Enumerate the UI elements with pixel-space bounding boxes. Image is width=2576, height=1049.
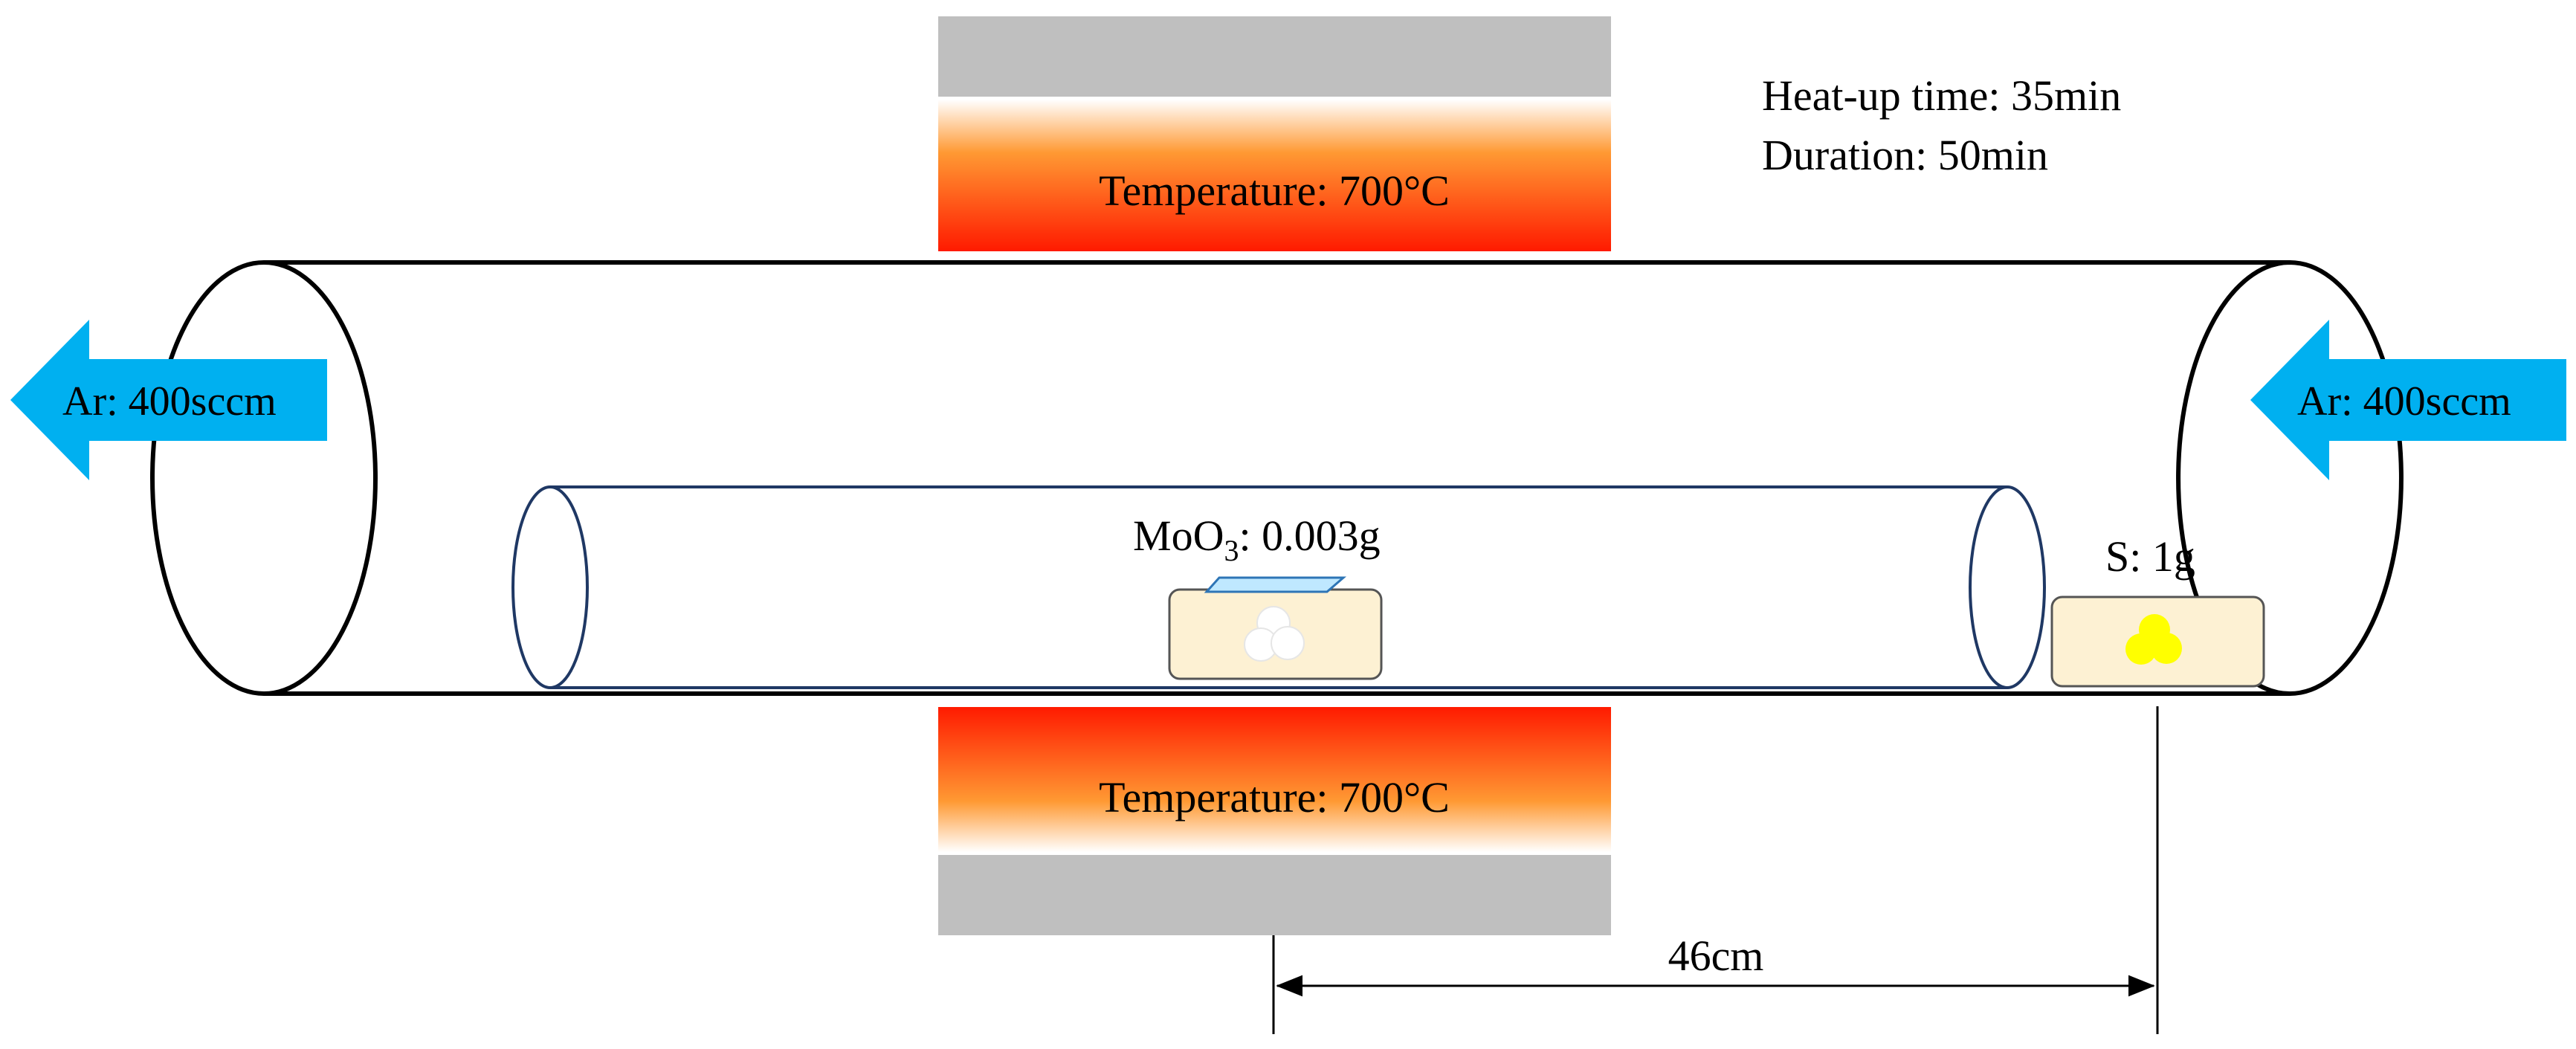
gas-outlet-arrow — [10, 320, 327, 480]
sulfur-boat — [2050, 595, 2265, 688]
outer-tube — [150, 259, 2404, 697]
distance-label: 46cm — [1668, 932, 1764, 980]
substrate — [1204, 576, 1347, 593]
sulfur-label: S: 1g — [2105, 532, 2195, 581]
furnace-bottom-label: Temperature: 700°C — [1099, 773, 1450, 822]
sulfur-powder-particle — [2125, 633, 2157, 665]
gas-inlet-label: Ar: 400sccm — [2297, 378, 2511, 425]
moo3-label: MoO3: 0.003g — [1133, 511, 1381, 567]
moo3-boat — [1168, 576, 1383, 680]
gas-outlet-label: Ar: 400sccm — [62, 378, 277, 425]
moo3-subscript: 3 — [1224, 534, 1239, 567]
heatup-time-text: Heat-up time: 35min — [1762, 71, 2121, 120]
gas-inlet-arrow — [2250, 320, 2566, 480]
inner-tube-left-end — [511, 485, 589, 689]
inner-tube — [511, 485, 2046, 689]
sulfur-powder-particle — [2151, 633, 2182, 664]
furnace-top-heater — [938, 100, 1611, 251]
outer-tube-left-end — [150, 260, 378, 696]
moo3-powder-particle — [1271, 626, 1305, 660]
furnace-bottom-shell — [938, 855, 1611, 935]
furnace-top-shell — [938, 16, 1611, 97]
moo3-mass: : 0.003g — [1239, 511, 1380, 560]
duration-text: Duration: 50min — [1762, 131, 2048, 179]
moo3-formula: MoO — [1133, 511, 1224, 560]
furnace-top-label: Temperature: 700°C — [1099, 167, 1450, 215]
furnace-bottom-heater — [938, 707, 1611, 852]
inner-tube-right-end — [1969, 485, 2046, 689]
